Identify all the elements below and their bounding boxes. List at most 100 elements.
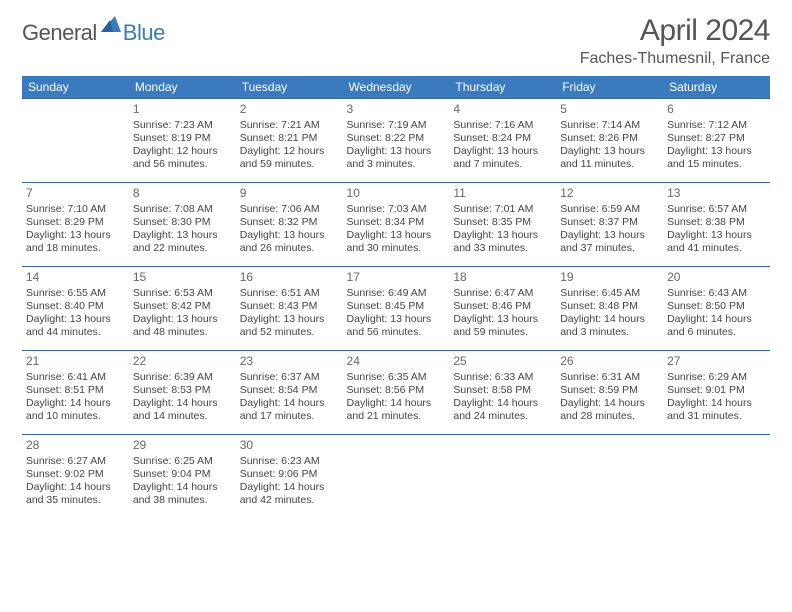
- calendar-day-cell: 11Sunrise: 7:01 AMSunset: 8:35 PMDayligh…: [449, 183, 556, 267]
- daylight-text: and 22 minutes.: [133, 242, 232, 255]
- day-number: 28: [26, 438, 125, 453]
- calendar-day-cell: 22Sunrise: 6:39 AMSunset: 8:53 PMDayligh…: [129, 351, 236, 435]
- weekday-header: Monday: [129, 76, 236, 99]
- sunset-text: Sunset: 8:35 PM: [453, 216, 552, 229]
- daylight-text: and 11 minutes.: [560, 158, 659, 171]
- day-number: 5: [560, 102, 659, 117]
- sunrise-text: Sunrise: 6:57 AM: [667, 203, 766, 216]
- calendar-day-cell: 12Sunrise: 6:59 AMSunset: 8:37 PMDayligh…: [556, 183, 663, 267]
- day-number: 11: [453, 186, 552, 201]
- sunset-text: Sunset: 8:19 PM: [133, 132, 232, 145]
- daylight-text: Daylight: 13 hours: [347, 229, 446, 242]
- day-number: 30: [240, 438, 339, 453]
- calendar-day-cell: 10Sunrise: 7:03 AMSunset: 8:34 PMDayligh…: [343, 183, 450, 267]
- sunset-text: Sunset: 8:26 PM: [560, 132, 659, 145]
- daylight-text: and 10 minutes.: [26, 410, 125, 423]
- daylight-text: Daylight: 14 hours: [133, 481, 232, 494]
- daylight-text: and 59 minutes.: [240, 158, 339, 171]
- sunset-text: Sunset: 8:29 PM: [26, 216, 125, 229]
- sunset-text: Sunset: 9:06 PM: [240, 468, 339, 481]
- brand-sail-icon: [101, 16, 121, 32]
- daylight-text: and 48 minutes.: [133, 326, 232, 339]
- sunrise-text: Sunrise: 7:16 AM: [453, 119, 552, 132]
- sunrise-text: Sunrise: 6:59 AM: [560, 203, 659, 216]
- calendar-day-cell: 25Sunrise: 6:33 AMSunset: 8:58 PMDayligh…: [449, 351, 556, 435]
- sunset-text: Sunset: 8:40 PM: [26, 300, 125, 313]
- brand-logo: General Blue: [22, 14, 165, 46]
- calendar-body: 1Sunrise: 7:23 AMSunset: 8:19 PMDaylight…: [22, 99, 770, 519]
- sunrise-text: Sunrise: 6:25 AM: [133, 455, 232, 468]
- calendar-day-cell: 23Sunrise: 6:37 AMSunset: 8:54 PMDayligh…: [236, 351, 343, 435]
- sunset-text: Sunset: 8:58 PM: [453, 384, 552, 397]
- daylight-text: and 7 minutes.: [453, 158, 552, 171]
- calendar-day-cell: 6Sunrise: 7:12 AMSunset: 8:27 PMDaylight…: [663, 99, 770, 183]
- daylight-text: and 3 minutes.: [347, 158, 446, 171]
- calendar-day-cell: 5Sunrise: 7:14 AMSunset: 8:26 PMDaylight…: [556, 99, 663, 183]
- sunrise-text: Sunrise: 7:08 AM: [133, 203, 232, 216]
- calendar-day-cell: 18Sunrise: 6:47 AMSunset: 8:46 PMDayligh…: [449, 267, 556, 351]
- sunrise-text: Sunrise: 6:55 AM: [26, 287, 125, 300]
- daylight-text: Daylight: 12 hours: [240, 145, 339, 158]
- daylight-text: Daylight: 12 hours: [133, 145, 232, 158]
- daylight-text: and 24 minutes.: [453, 410, 552, 423]
- calendar-day-cell: 26Sunrise: 6:31 AMSunset: 8:59 PMDayligh…: [556, 351, 663, 435]
- weekday-header: Friday: [556, 76, 663, 99]
- sunset-text: Sunset: 8:27 PM: [667, 132, 766, 145]
- calendar-day-cell: 13Sunrise: 6:57 AMSunset: 8:38 PMDayligh…: [663, 183, 770, 267]
- title-block: April 2024 Faches-Thumesnil, France: [580, 14, 770, 68]
- day-number: 20: [667, 270, 766, 285]
- sunset-text: Sunset: 8:37 PM: [560, 216, 659, 229]
- sunrise-text: Sunrise: 7:19 AM: [347, 119, 446, 132]
- calendar-empty-cell: [22, 99, 129, 183]
- sunset-text: Sunset: 9:02 PM: [26, 468, 125, 481]
- daylight-text: and 15 minutes.: [667, 158, 766, 171]
- calendar-head: SundayMondayTuesdayWednesdayThursdayFrid…: [22, 76, 770, 99]
- day-number: 17: [347, 270, 446, 285]
- sunrise-text: Sunrise: 6:27 AM: [26, 455, 125, 468]
- day-number: 18: [453, 270, 552, 285]
- sunrise-text: Sunrise: 6:37 AM: [240, 371, 339, 384]
- day-number: 4: [453, 102, 552, 117]
- daylight-text: and 18 minutes.: [26, 242, 125, 255]
- day-number: 9: [240, 186, 339, 201]
- daylight-text: Daylight: 13 hours: [453, 145, 552, 158]
- daylight-text: Daylight: 13 hours: [347, 313, 446, 326]
- daylight-text: and 21 minutes.: [347, 410, 446, 423]
- sunset-text: Sunset: 8:50 PM: [667, 300, 766, 313]
- calendar-day-cell: 24Sunrise: 6:35 AMSunset: 8:56 PMDayligh…: [343, 351, 450, 435]
- daylight-text: and 14 minutes.: [133, 410, 232, 423]
- day-number: 27: [667, 354, 766, 369]
- daylight-text: Daylight: 14 hours: [560, 313, 659, 326]
- sunrise-text: Sunrise: 7:01 AM: [453, 203, 552, 216]
- day-number: 23: [240, 354, 339, 369]
- sunrise-text: Sunrise: 6:35 AM: [347, 371, 446, 384]
- daylight-text: Daylight: 14 hours: [133, 397, 232, 410]
- sunrise-text: Sunrise: 6:51 AM: [240, 287, 339, 300]
- weekday-header: Sunday: [22, 76, 129, 99]
- daylight-text: Daylight: 13 hours: [347, 145, 446, 158]
- calendar-day-cell: 9Sunrise: 7:06 AMSunset: 8:32 PMDaylight…: [236, 183, 343, 267]
- calendar-day-cell: 28Sunrise: 6:27 AMSunset: 9:02 PMDayligh…: [22, 435, 129, 519]
- day-number: 14: [26, 270, 125, 285]
- daylight-text: Daylight: 13 hours: [240, 229, 339, 242]
- daylight-text: Daylight: 13 hours: [240, 313, 339, 326]
- sunrise-text: Sunrise: 6:39 AM: [133, 371, 232, 384]
- calendar-day-cell: 4Sunrise: 7:16 AMSunset: 8:24 PMDaylight…: [449, 99, 556, 183]
- day-number: 1: [133, 102, 232, 117]
- daylight-text: and 28 minutes.: [560, 410, 659, 423]
- daylight-text: Daylight: 14 hours: [240, 397, 339, 410]
- brand-text-general: General: [22, 20, 97, 46]
- day-number: 25: [453, 354, 552, 369]
- calendar-empty-cell: [343, 435, 450, 519]
- calendar-day-cell: 3Sunrise: 7:19 AMSunset: 8:22 PMDaylight…: [343, 99, 450, 183]
- calendar-empty-cell: [663, 435, 770, 519]
- daylight-text: and 59 minutes.: [453, 326, 552, 339]
- calendar-week-row: 1Sunrise: 7:23 AMSunset: 8:19 PMDaylight…: [22, 99, 770, 183]
- daylight-text: Daylight: 13 hours: [133, 313, 232, 326]
- daylight-text: and 17 minutes.: [240, 410, 339, 423]
- daylight-text: and 30 minutes.: [347, 242, 446, 255]
- daylight-text: and 31 minutes.: [667, 410, 766, 423]
- sunrise-text: Sunrise: 7:06 AM: [240, 203, 339, 216]
- sunset-text: Sunset: 8:56 PM: [347, 384, 446, 397]
- sunset-text: Sunset: 8:34 PM: [347, 216, 446, 229]
